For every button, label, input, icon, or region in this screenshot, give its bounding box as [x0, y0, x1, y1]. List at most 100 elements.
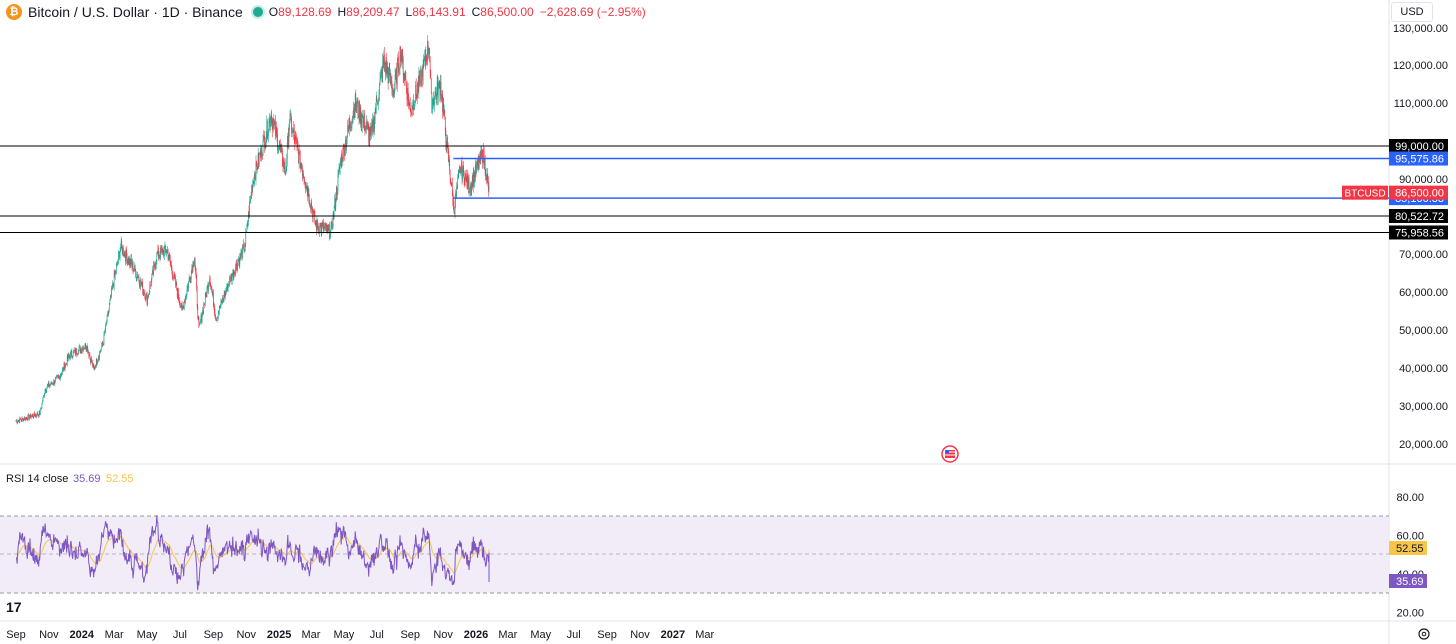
candle-body	[387, 71, 389, 83]
candle-body	[264, 146, 266, 149]
market-status-dot	[252, 7, 263, 17]
time-axis[interactable]: Sep Nov 2024 Mar May Jul Sep Nov 2025 Mar May Jul Se…	[6, 629, 714, 641]
candle-body	[277, 134, 278, 151]
candle-body	[405, 74, 406, 80]
candle-body	[152, 270, 154, 275]
candle-body	[258, 154, 260, 165]
candle-body	[64, 366, 66, 370]
time-axis-tick: 2024	[70, 629, 95, 641]
candle-body	[16, 420, 18, 423]
candle-body	[64, 363, 65, 370]
candle-body	[191, 268, 193, 271]
high-value: 89,209.47	[346, 5, 400, 19]
candle-body	[413, 108, 415, 110]
rsi-ma-line	[16, 535, 490, 575]
candle-body	[162, 250, 164, 255]
candle-body	[426, 60, 428, 62]
candle-body	[244, 249, 246, 252]
candle-body	[334, 197, 336, 208]
candle-body	[290, 113, 291, 115]
candle-body	[281, 147, 283, 151]
candle-body	[429, 49, 430, 62]
candle-body	[62, 369, 63, 373]
candle-body	[388, 67, 390, 70]
candle-body	[176, 289, 178, 297]
symbol-title[interactable]: Bitcoin / U.S. Dollar · 1D · Binance	[28, 4, 243, 20]
candle-body	[204, 293, 206, 303]
candle-body	[252, 181, 254, 191]
candle-body	[354, 93, 356, 112]
candle-body	[237, 262, 239, 270]
time-axis-tick: Sep	[204, 629, 224, 641]
candle-body	[390, 73, 392, 84]
candle-body	[268, 130, 269, 137]
candle-body	[197, 316, 199, 318]
candle-body	[485, 179, 487, 180]
candle-body	[273, 121, 275, 124]
time-axis-tick: 2025	[267, 629, 291, 641]
candle-body	[57, 376, 59, 377]
candle-body	[240, 252, 242, 258]
candle-body	[481, 150, 482, 156]
candle-body	[242, 245, 243, 259]
candle-body	[126, 256, 128, 264]
candle-body	[188, 281, 189, 288]
candle-body	[264, 137, 265, 149]
candle-body	[206, 288, 208, 297]
candle-body	[97, 359, 99, 363]
candle-body	[354, 111, 356, 118]
candle-body	[188, 277, 190, 282]
candle-body	[420, 71, 421, 72]
gear-icon[interactable]	[1418, 628, 1430, 640]
candle-body	[379, 83, 380, 95]
rsi-title[interactable]: RSI 14 close	[6, 473, 68, 485]
candle-body	[180, 306, 182, 309]
candle-body	[440, 81, 441, 96]
candle-body	[58, 376, 59, 378]
candle-body	[475, 163, 476, 179]
candle-body	[353, 107, 355, 118]
candle-body	[454, 207, 456, 215]
candle-body	[348, 121, 350, 129]
open-value: 89,128.69	[278, 5, 332, 19]
candle-body	[123, 255, 125, 257]
tradingview-logo[interactable]: 17	[6, 599, 22, 615]
price-axis-tick: 130,000.00	[1393, 23, 1448, 35]
candle-body	[176, 282, 178, 290]
candle-body	[208, 284, 210, 286]
candle-body	[36, 413, 38, 417]
candle-body	[280, 147, 282, 149]
candle-body	[200, 321, 201, 323]
candle-body	[217, 317, 219, 319]
candle-body	[341, 152, 343, 166]
candle-body	[453, 200, 455, 213]
candle-body	[111, 288, 113, 290]
candle-body	[442, 95, 443, 113]
candle-body	[148, 294, 150, 298]
candle-body	[33, 412, 35, 418]
candle-body	[204, 302, 206, 305]
candle-body	[274, 120, 276, 124]
candle-body	[18, 420, 20, 421]
candle-body	[394, 74, 396, 89]
candle-body	[92, 364, 94, 368]
candle-body	[165, 245, 166, 250]
currency-button[interactable]: USD	[1391, 2, 1433, 22]
candle-body	[62, 367, 64, 370]
candle-body	[378, 100, 379, 104]
candle-body	[30, 414, 31, 419]
us-flag-event-icon[interactable]	[941, 445, 959, 463]
candle-body	[254, 174, 255, 185]
price-axis[interactable]: 130,000.00 120,000.00 110,000.00 90,000.00 7…	[1393, 23, 1448, 619]
candle-body	[214, 312, 216, 316]
candle-body	[465, 174, 467, 177]
candle-body	[137, 277, 139, 279]
candle-body	[248, 211, 250, 217]
candle-body	[325, 224, 327, 227]
candle-body	[401, 49, 403, 62]
candle-body	[463, 166, 464, 172]
candle-body	[244, 243, 246, 250]
candle-body	[30, 416, 32, 419]
candle-body	[291, 132, 293, 134]
